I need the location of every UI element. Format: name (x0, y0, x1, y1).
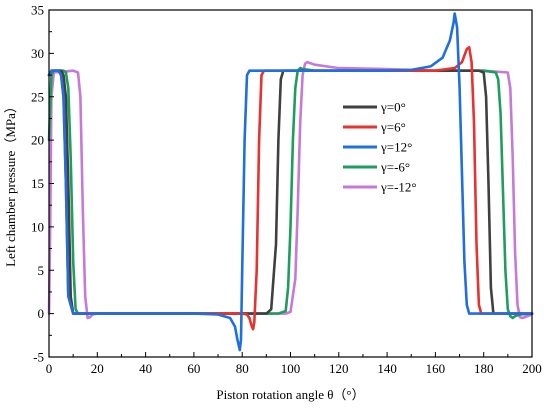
x-tick-label: 40 (139, 361, 152, 376)
y-tick-label: 10 (31, 219, 44, 234)
ticks-layer: 0 20 40 60 80 100 120 140 160 180 200-505101520253… (31, 3, 542, 377)
legend: γ=0° γ=6° γ=12° γ=-6° γ=-12° (343, 100, 417, 195)
legend-label: γ=-12° (380, 180, 417, 195)
x-tick-label: 80 (236, 361, 249, 376)
series-line (47, 69, 534, 315)
y-axis-title: Left chamber pressure（MPa） (3, 100, 18, 267)
series-line (47, 60, 534, 320)
x-axis-title: Piston rotation angle θ（°） (216, 387, 364, 402)
y-tick-label: 25 (31, 89, 44, 104)
x-tick-label: 180 (474, 361, 494, 376)
y-tick-label: 20 (31, 133, 44, 148)
legend-label: γ=6° (380, 120, 406, 135)
series-line (47, 12, 534, 352)
x-tick-label: 120 (329, 361, 349, 376)
x-tick-label: 100 (281, 361, 301, 376)
x-tick-label: 0 (46, 361, 53, 376)
x-tick-label: 60 (187, 361, 200, 376)
legend-label: γ=0° (380, 100, 406, 115)
y-tick-label: 35 (31, 3, 44, 18)
y-tick-label: 30 (31, 46, 44, 61)
series-line (47, 66, 534, 320)
y-tick-label: 15 (31, 176, 44, 191)
series-layer (47, 12, 534, 352)
x-tick-label: 140 (377, 361, 397, 376)
x-tick-label: 20 (91, 361, 104, 376)
y-tick-label: -5 (33, 350, 44, 365)
y-tick-label: 0 (38, 306, 45, 321)
legend-label: γ=-6° (380, 160, 410, 175)
legend-label: γ=12° (380, 140, 412, 155)
x-tick-label: 200 (522, 361, 542, 376)
x-tick-label: 160 (426, 361, 446, 376)
y-tick-label: 5 (38, 263, 45, 278)
